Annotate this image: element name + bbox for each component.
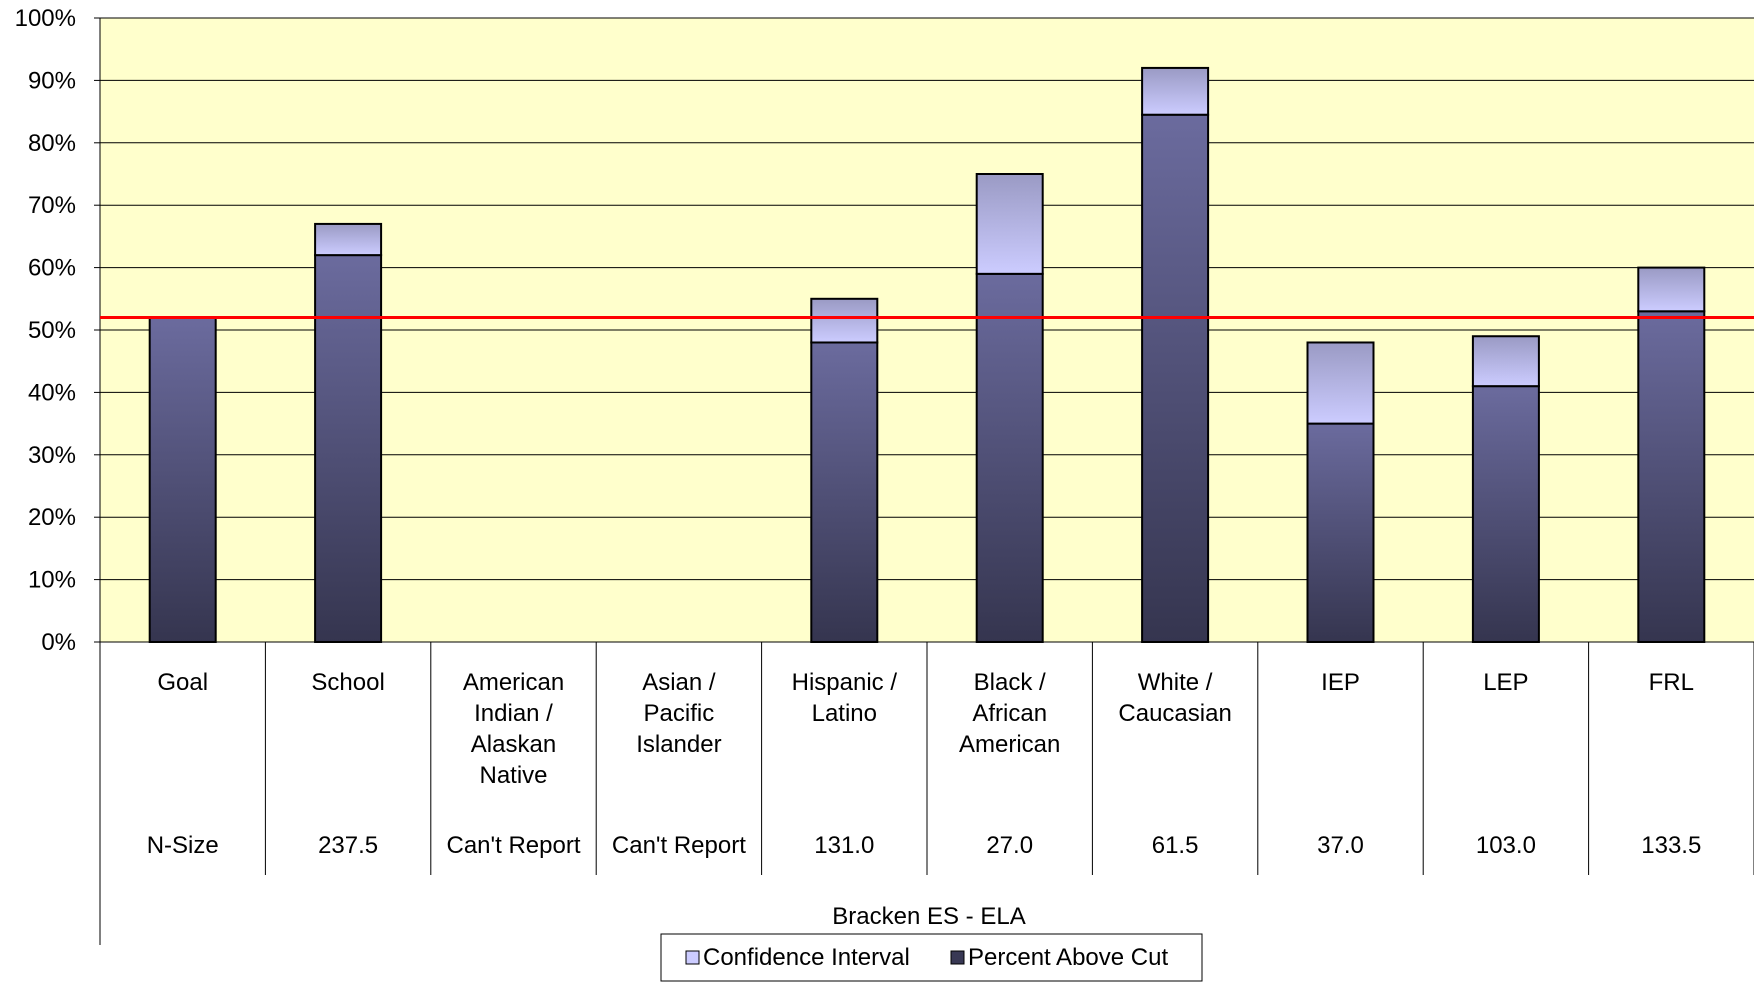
y-axis: 0% 10% 20% 30% 40% 50% 60% 70% 80% 90% 100% [15,5,1754,945]
legend-label-confidence-interval: Confidence Interval [703,944,910,971]
category-label-line: Caucasian [1118,700,1231,727]
category-label: American Indian / Alaskan Native [463,669,564,789]
y-tick-label: 20% [28,504,76,531]
category-label: IEP [1321,669,1360,696]
y-tick-label: 70% [28,192,76,219]
y-tick-label: 90% [28,67,76,94]
legend-swatch-confidence-interval [685,950,700,965]
y-tick-label: 40% [28,379,76,406]
y-tick-label: 30% [28,442,76,469]
category-label: Asian / Pacific Islander [636,669,721,758]
legend-label-percent-above-cut: Percent Above Cut [968,944,1168,971]
bar-confidence-interval [810,297,879,344]
n-size-value: 131.0 [814,832,874,859]
legend-box [660,933,1203,982]
n-size-value: 133.5 [1641,832,1701,859]
category-label-line: LEP [1483,669,1528,696]
category-label-line: American [463,669,564,696]
category-label-line: Alaskan [471,731,556,758]
bar-percent-above-cut [314,254,383,643]
bar-percent-above-cut [975,272,1044,643]
category-label-line: Islander [636,731,721,758]
category-label: White / Caucasian [1118,669,1231,727]
n-size-value: N-Size [147,832,219,859]
bar-confidence-interval [1637,266,1706,313]
category-label: School [311,669,384,696]
y-tick-label: 10% [28,567,76,594]
y-tick-label: 80% [28,130,76,157]
category-label-line: Latino [812,700,877,727]
bar-confidence-interval [314,222,383,257]
n-size-value: 27.0 [986,832,1033,859]
bar-confidence-interval [1141,66,1210,116]
category-label-line: Pacific [644,700,715,727]
n-size-value: Can't Report [447,832,581,859]
bar-percent-above-cut [1141,113,1210,644]
y-tick-label: 0% [41,629,76,656]
chart-title: Bracken ES - ELA [832,903,1025,930]
bar-percent-above-cut [810,341,879,643]
bar-confidence-interval [975,173,1044,275]
category-label: Black / African American [959,669,1060,758]
n-size-value: 61.5 [1152,832,1199,859]
category-label: Goal [157,669,208,696]
category-label-line: White / [1138,669,1213,696]
category-label-line: FRL [1649,669,1694,696]
category-label: Hispanic / Latino [792,669,898,727]
bar-confidence-interval [1471,335,1540,388]
category-table: Goal N-Size School 237.5 American Indian / Ala… [147,642,1754,875]
category-label-line: Goal [157,669,208,696]
bar-confidence-interval [1306,341,1375,425]
y-tick-label: 60% [28,255,76,282]
category-label: LEP [1483,669,1528,696]
category-label-line: American [959,731,1060,758]
category-label-line: Indian / [474,700,553,727]
category-label-line: African [972,700,1047,727]
bars [148,66,1706,644]
y-tick-label: 50% [28,317,76,344]
bar-percent-above-cut [1306,422,1375,643]
n-size-value: Can't Report [612,832,746,859]
n-size-value: 37.0 [1317,832,1364,859]
category-label: FRL [1649,669,1694,696]
legend-swatch-percent-above-cut [950,950,965,965]
category-label-line: Black / [974,669,1046,696]
legend: Confidence Interval Percent Above Cut [660,933,1203,982]
bar-percent-above-cut [1637,310,1706,643]
y-tick-label: 100% [15,5,76,32]
category-label-line: IEP [1321,669,1360,696]
category-label-line: Native [479,762,547,789]
category-label-line: Hispanic / [792,669,898,696]
category-label-line: School [311,669,384,696]
n-size-value: 103.0 [1476,832,1536,859]
bar-percent-above-cut [1471,385,1540,643]
bar-percent-above-cut [148,316,217,643]
n-size-value: 237.5 [318,832,378,859]
category-label-line: Asian / [642,669,716,696]
